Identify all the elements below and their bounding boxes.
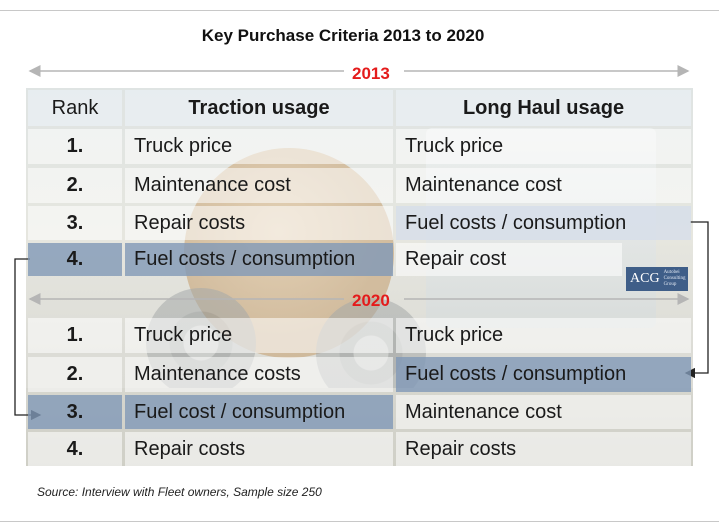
long-haul-2013-2: Maintenance cost: [396, 168, 691, 203]
long-haul-2013-4: Repair cost: [396, 243, 622, 276]
year-label-2013: 2013: [346, 65, 396, 83]
traction-2013-4: Fuel costs / consumption: [125, 243, 393, 276]
acg-logo: ACG Autobei Consulting Group: [626, 267, 688, 291]
logo-abbreviation: ACG: [630, 271, 660, 286]
long-haul-2020-3: Maintenance cost: [396, 395, 691, 429]
long-haul-2020-2: Fuel costs / consumption: [396, 357, 691, 392]
rank-2020-2: 2.: [28, 357, 122, 392]
top-divider: [0, 10, 719, 11]
long-haul-2013-3: Fuel costs / consumption: [396, 206, 691, 240]
traction-2020-1: Truck price: [125, 318, 393, 353]
rank-2020-4: 4.: [28, 432, 122, 466]
page-title: Key Purchase Criteria 2013 to 2020: [201, 26, 485, 45]
rank-2013-3: 3.: [28, 206, 122, 240]
traction-2013-3: Repair costs: [125, 206, 393, 240]
long-haul-column-header: Long Haul usage: [396, 90, 691, 126]
year-label-2020: 2020: [352, 291, 390, 310]
long-haul-2020-4: Repair costs: [396, 432, 691, 466]
logo-company-name: Autobei Consulting Group: [663, 270, 686, 287]
bottom-divider: [0, 521, 719, 522]
rank-2020-1: 1.: [28, 318, 122, 353]
traction-column-header: Traction usage: [125, 90, 393, 126]
long-haul-2013-1: Truck price: [396, 129, 691, 164]
long-haul-2020-1: Truck price: [396, 318, 691, 353]
rank-2013-1: 1.: [28, 129, 122, 164]
traction-2020-4: Repair costs: [125, 432, 393, 466]
traction-fuel-shift-arrow: [14, 258, 42, 421]
traction-2020-3: Fuel cost / consumption: [125, 395, 393, 429]
rank-2013-4: 4.: [28, 243, 122, 276]
traction-2013-1: Truck price: [125, 129, 393, 164]
traction-2013-2: Maintenance cost: [125, 168, 393, 203]
rank-2020-3: 3.: [28, 395, 122, 429]
longhaul-fuel-shift-arrow: [684, 221, 709, 379]
source-note: Source: Interview with Fleet owners, Sam…: [37, 485, 322, 499]
rank-2013-2: 2.: [28, 168, 122, 203]
rank-column-header: Rank: [28, 90, 122, 126]
traction-2020-2: Maintenance costs: [125, 357, 393, 392]
